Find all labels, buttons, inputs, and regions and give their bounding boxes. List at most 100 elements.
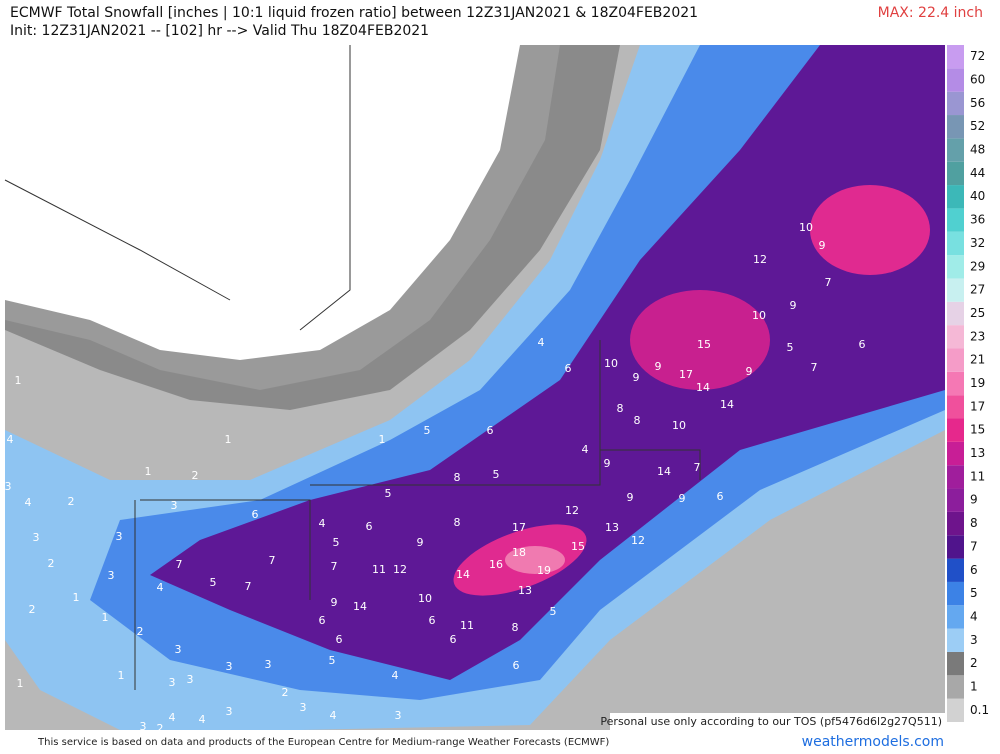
colorbar-label: 56 [970, 96, 985, 110]
map-value-label: 1 [15, 374, 22, 387]
map-value-label: 9 [417, 536, 424, 549]
snow-max [505, 546, 565, 574]
map-value-label: 9 [679, 492, 686, 505]
map-value-label: 2 [157, 722, 164, 735]
map-value-label: 15 [697, 338, 711, 351]
snow-heavy [810, 185, 930, 275]
map-value-label: 4 [25, 496, 32, 509]
map-value-label: 3 [140, 720, 147, 733]
colorbar-label: 8 [970, 516, 978, 530]
tos-note: Personal use only according to our TOS (… [600, 715, 942, 728]
map-value-label: 2 [282, 686, 289, 699]
map-value-label: 15 [571, 540, 585, 553]
map-value-label: 9 [633, 371, 640, 384]
map-value-label: 3 [395, 709, 402, 722]
colorbar-swatch [947, 465, 964, 489]
map-value-label: 6 [859, 338, 866, 351]
colorbar-swatch [947, 161, 964, 186]
map-value-label: 17 [679, 368, 693, 381]
map-value-label: 3 [226, 705, 233, 718]
map-value-label: 14 [353, 600, 367, 613]
map-value-label: 8 [454, 516, 461, 529]
colorbar-label: 17 [970, 399, 985, 413]
map-value-label: 4 [582, 443, 589, 456]
map-value-label: 6 [252, 508, 259, 521]
colorbar-label: 9 [970, 493, 978, 507]
map-value-label: 2 [137, 625, 144, 638]
map-value-label: 5 [424, 424, 431, 437]
map-value-label: 3 [33, 531, 40, 544]
map-value-label: 14 [720, 398, 734, 411]
map-value-label: 9 [655, 360, 662, 373]
colorbar-label: 11 [970, 469, 985, 483]
map-value-label: 9 [331, 596, 338, 609]
map-value-label: 1 [73, 591, 80, 604]
map-value-label: 1 [102, 611, 109, 624]
map-value-label: 4 [330, 709, 337, 722]
map-value-label: 5 [493, 468, 500, 481]
map-value-label: 12 [753, 253, 767, 266]
map-value-label: 10 [672, 419, 686, 432]
map-value-label: 4 [169, 711, 176, 724]
colorbar-swatch [947, 68, 964, 92]
map-value-label: 6 [429, 614, 436, 627]
map-value-label: 11 [460, 619, 474, 632]
map-value-label: 13 [605, 521, 619, 534]
map-value-label: 1 [379, 433, 386, 446]
map-value-label: 2 [29, 603, 36, 616]
map-value-label: 3 [175, 643, 182, 656]
colorbar-swatch [947, 348, 964, 372]
map-value-label: 3 [187, 673, 194, 686]
tos-box [610, 713, 945, 730]
colorbar-swatch [947, 395, 964, 419]
map-value-label: 9 [819, 239, 826, 252]
map-value-label: 10 [752, 309, 766, 322]
map-value-label: 12 [565, 504, 579, 517]
site-link[interactable]: weathermodels.com [802, 734, 944, 750]
colorbar-label: 25 [970, 306, 985, 320]
map-value-label: 7 [245, 580, 252, 593]
colorbar-label: 44 [970, 166, 985, 180]
map-value-label: 14 [456, 568, 470, 581]
map-value-label: 3 [116, 530, 123, 543]
map-value-label: 3 [108, 569, 115, 582]
colorbar-label: 19 [970, 376, 985, 390]
map-value-label: 9 [790, 299, 797, 312]
map-value-label: 8 [454, 471, 461, 484]
map-value-label: 3 [300, 701, 307, 714]
colorbar-label: 60 [970, 73, 985, 87]
colorbar-swatch [947, 558, 964, 582]
colorbar-label: 23 [970, 329, 985, 343]
map-value-label: 17 [512, 521, 526, 534]
map-value-label: 9 [627, 491, 634, 504]
colorbar-label: 48 [970, 143, 985, 157]
map-value-label: 5 [787, 341, 794, 354]
map-value-label: 7 [694, 461, 701, 474]
map-value-label: 14 [657, 465, 671, 478]
colorbar-label: 32 [970, 236, 985, 250]
colorbar-swatch [947, 581, 964, 606]
colorbar-label: 36 [970, 213, 985, 227]
map-value-label: 10 [799, 221, 813, 234]
map-value-label: 7 [269, 554, 276, 567]
colorbar-label: 52 [970, 119, 985, 133]
map-value-label: 11 [372, 563, 386, 576]
map-value-label: 5 [550, 605, 557, 618]
title: ECMWF Total Snowfall [inches | 10:1 liqu… [10, 5, 698, 21]
colorbar-label: 15 [970, 423, 985, 437]
map-value-label: 9 [746, 365, 753, 378]
map-value-label: 16 [489, 558, 503, 571]
colorbar-label: 4 [970, 609, 978, 623]
colorbar-swatch [947, 138, 964, 162]
map-value-label: 3 [169, 676, 176, 689]
colorbar-label: 3 [970, 633, 978, 647]
map: Personal use only according to our TOS (… [4, 45, 945, 730]
colorbar-swatch [947, 371, 964, 396]
colorbar-label: 72 [970, 49, 985, 63]
map-value-label: 19 [537, 564, 551, 577]
max-label: MAX: 22.4 inch [878, 5, 983, 21]
map-value-label: 8 [512, 621, 519, 634]
colorbar-swatch [947, 255, 964, 279]
map-value-label: 10 [418, 592, 432, 605]
